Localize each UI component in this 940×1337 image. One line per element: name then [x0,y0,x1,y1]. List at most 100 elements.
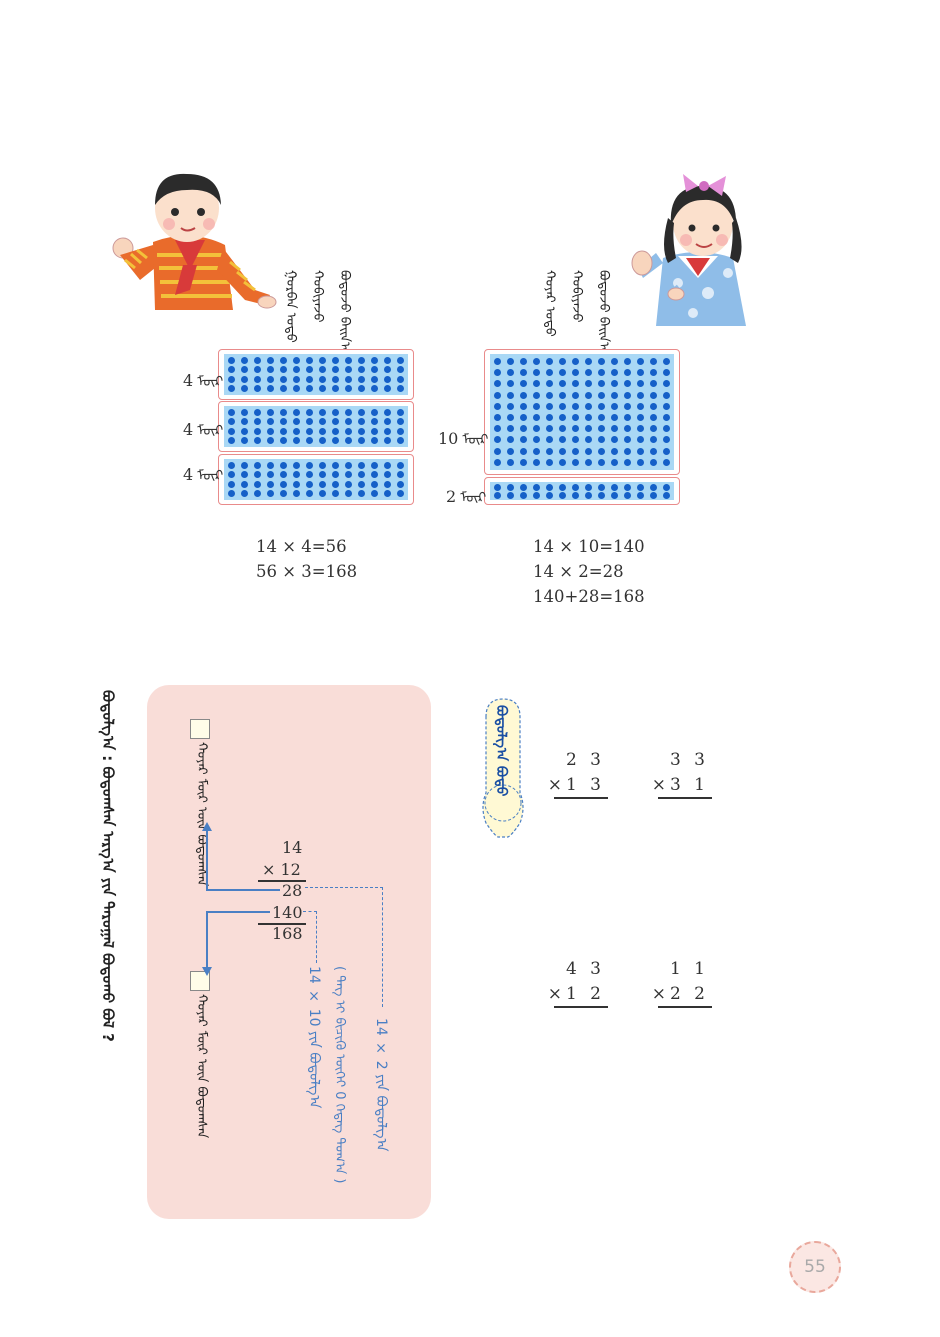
dot [650,458,657,466]
dot [397,409,404,417]
dot [559,436,566,444]
dot [598,458,605,466]
dot [598,402,605,410]
dot [306,436,313,444]
exercise-1-top: 2 3 [565,750,605,770]
dot [254,366,261,374]
dot [384,384,391,392]
dot [384,480,391,488]
dot [371,489,378,497]
dot-row [494,358,670,366]
dot [267,462,274,470]
dot [332,489,339,497]
dot [533,391,540,399]
dot [598,380,605,388]
left-row-label-2: 4 ᠮᠦᠷ [183,420,224,439]
dot [384,462,391,470]
dot [358,489,365,497]
dot [624,425,631,433]
dot-row [228,366,404,374]
dot [358,375,365,383]
dot [267,357,274,365]
dot [637,358,644,366]
dot [345,427,352,435]
dot [384,471,391,479]
girl-speech-line-3: ᠪᠣᠳᠣᠵᠤ ᠪᠠᠢᠨ᠎ᠠ : [596,270,611,363]
dot [267,427,274,435]
calculation-panel [147,685,431,1219]
dot [585,483,592,491]
dot [624,380,631,388]
dot [306,366,313,374]
boy-illustration [112,173,277,310]
dot [228,436,235,444]
dot [663,458,670,466]
panel-bottom-label: ᠬᠣᠶᠠᠷ ᠮᠦᠷ ᠦᠨ ᠪᠣᠳᠣᠭᠰᠠᠨ [194,994,209,1139]
dot [267,384,274,392]
dot [241,375,248,383]
calc-multiplicand: 14 [282,838,303,857]
exercise-3-line [554,1006,608,1008]
dot [559,391,566,399]
dot [572,491,579,499]
dot [332,471,339,479]
dot [306,427,313,435]
dot [293,480,300,488]
dot [507,402,514,410]
dot [228,366,235,374]
dot [293,427,300,435]
dot [371,409,378,417]
dot-row [494,369,670,377]
dot [345,489,352,497]
dot [384,427,391,435]
dot [241,462,248,470]
dot [572,380,579,388]
dot [397,427,404,435]
calc-multiplier: × 12 [262,860,301,879]
dot [384,409,391,417]
dot [533,380,540,388]
dot [254,384,261,392]
dot [559,380,566,388]
dot [520,380,527,388]
dot [611,369,618,377]
dot [280,409,287,417]
dot [559,425,566,433]
right-equations: 14 × 10=140 14 × 2=28 140+28=168 [533,534,645,609]
dot [494,391,501,399]
dot [494,483,501,491]
dot [397,384,404,392]
dot [345,436,352,444]
dot [267,409,274,417]
dot-row [494,425,670,433]
dot [650,491,657,499]
dot [254,480,261,488]
bottom-answer-box[interactable] [190,971,210,991]
dot [598,358,605,366]
right-equation-2: 14 × 2=28 [533,562,624,581]
dot [267,436,274,444]
dot [280,357,287,365]
dot [650,447,657,455]
dot [332,418,339,426]
top-answer-box[interactable] [190,719,210,739]
dot [611,436,618,444]
panel-top-label: ᠬᠣᠶᠠᠷ ᠮᠦᠷ ᠦᠨ ᠪᠣᠳᠣᠭᠰᠠᠨ [194,742,209,887]
dot [306,489,313,497]
dot [546,358,553,366]
right-row-label-1: 10 ᠮᠦᠷ [438,429,489,448]
dot-row [228,384,404,392]
dot [533,414,540,422]
dot [572,402,579,410]
dot-row [228,462,404,470]
bubble-label: ᠪᠣᠳᠣᠯᠭ᠎ᠠ ᠪᠣᠳᠣ [493,705,509,797]
dash-28-h [305,887,383,888]
dot [546,414,553,422]
right-equation-1: 14 × 10=140 [533,537,645,556]
dot [345,471,352,479]
dot [572,369,579,377]
dot [319,375,326,383]
dot [663,447,670,455]
dot [585,369,592,377]
dot [585,447,592,455]
